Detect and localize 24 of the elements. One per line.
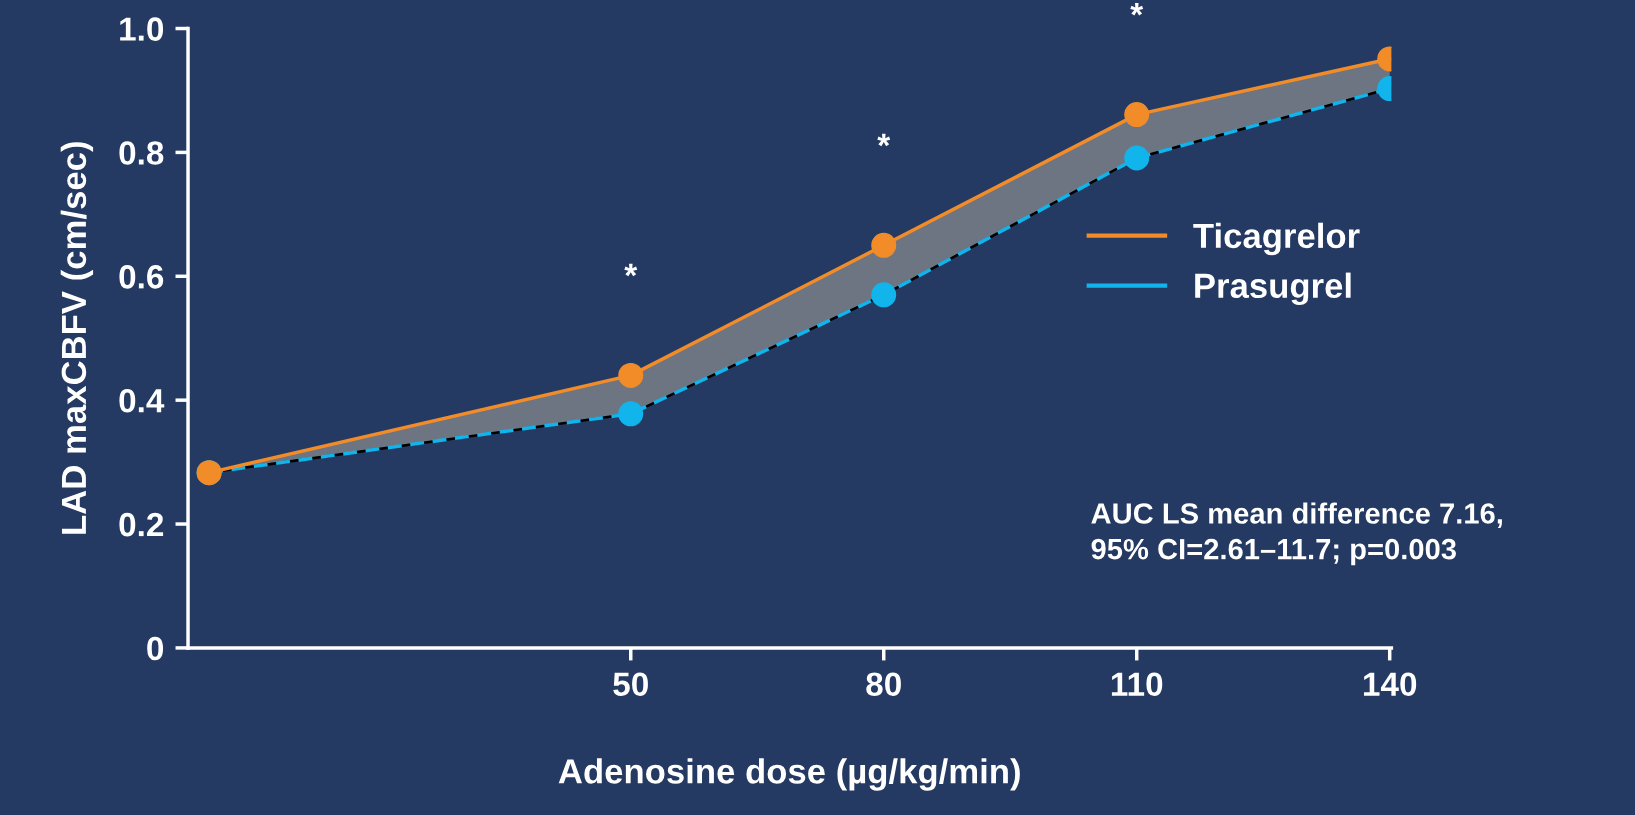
x-tick-label: 80 — [866, 672, 901, 697]
point — [1124, 102, 1150, 128]
legend-label: Ticagrelor — [1193, 222, 1360, 256]
y-tick-label: 0.4 — [119, 388, 165, 413]
point — [1124, 145, 1150, 171]
annotation: * — [877, 133, 891, 147]
y-tick-label: 0 — [147, 636, 164, 661]
legend-label: Prasugrel — [1195, 272, 1351, 306]
y-tick-label: 0.2 — [119, 512, 164, 537]
point — [871, 282, 897, 308]
y-axis-title: LAD maxCBFV (cm/sec) — [60, 142, 94, 534]
point — [618, 401, 644, 427]
text: * — [1130, 3, 1144, 16]
point — [618, 362, 644, 388]
x-tick-label: 110 — [1111, 672, 1163, 697]
x-axis-title: Adenosine dose (µg/kg/min) — [558, 758, 1020, 791]
annotation: * — [624, 263, 638, 277]
y-tick-label: 0.8 — [119, 141, 164, 165]
point — [871, 232, 897, 258]
y-tick-label: 0.6 — [119, 265, 164, 289]
x-tick-label: 140 — [1363, 672, 1417, 697]
x-tick-label: 50 — [613, 672, 648, 697]
annotation: AUC LS mean difference 7.16, 95% CI=2.61–11.7; p=0.003 — [1091, 502, 1502, 566]
y-tick-label: 1.0 — [120, 17, 164, 41]
